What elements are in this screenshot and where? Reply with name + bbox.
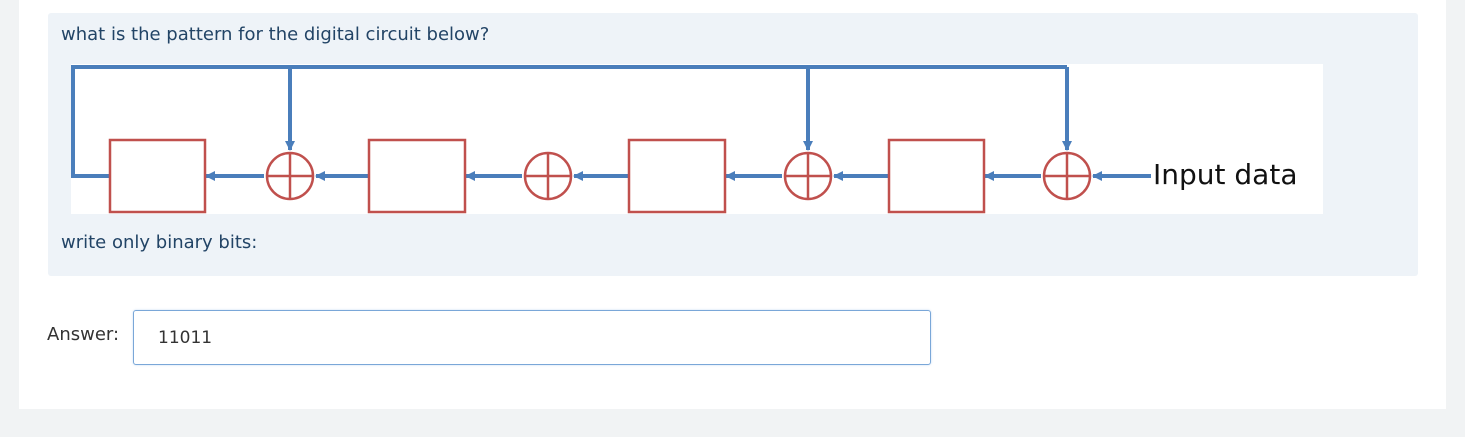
shift-register-4 [887, 138, 986, 214]
xor-gate-4 [1042, 151, 1092, 201]
answer-label: Answer: [47, 324, 120, 345]
xor-gate-1 [265, 151, 315, 201]
circuit-diagram: Input data [71, 64, 1323, 214]
input-data-label: Input data [1153, 158, 1297, 191]
question-prompt: what is the pattern for the digital circ… [61, 24, 490, 45]
instruction-text: write only binary bits: [61, 232, 258, 253]
shift-register-1 [108, 138, 207, 214]
feedback-wire [71, 65, 1072, 178]
question-card: what is the pattern for the digital circ… [19, 0, 1446, 409]
shift-register-2 [367, 138, 467, 214]
xor-gate-3 [783, 151, 833, 201]
question-box: what is the pattern for the digital circ… [48, 13, 1418, 276]
xor-gate-2 [523, 151, 573, 201]
answer-input[interactable] [133, 310, 931, 365]
shift-register-3 [627, 138, 727, 214]
